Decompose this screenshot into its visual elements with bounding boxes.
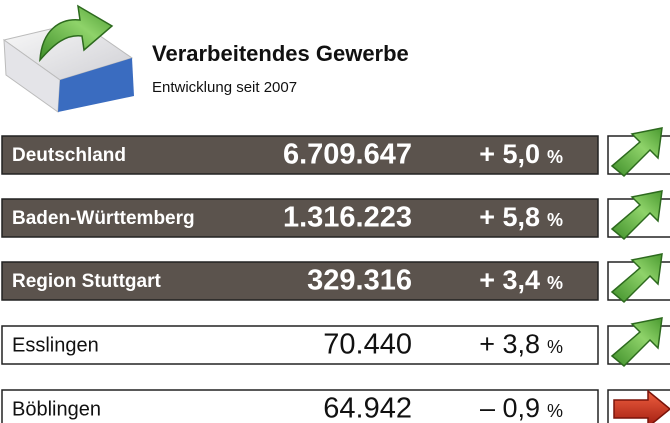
- row-unit: %: [547, 401, 563, 421]
- row-value: 70.440: [323, 329, 412, 361]
- row-unit: %: [547, 147, 563, 167]
- row-change: – 0,9: [480, 393, 540, 423]
- row-unit: %: [547, 210, 563, 230]
- table-row: Esslingen 70.440 + 3,8%: [1, 317, 670, 368]
- row-name: Esslingen: [12, 334, 99, 356]
- row-box: [1, 389, 599, 423]
- row-unit: %: [547, 273, 563, 293]
- row-change: + 3,4: [479, 265, 540, 295]
- row-value: 64.942: [323, 393, 412, 423]
- row-name: Region Stuttgart: [12, 271, 161, 292]
- arrow-up-icon: [610, 190, 663, 241]
- row-name: Baden-Württemberg: [12, 208, 195, 229]
- row-name: Böblingen: [12, 398, 101, 420]
- row-value: 1.316.223: [283, 202, 412, 234]
- row-change: + 3,8: [479, 329, 540, 359]
- row-unit: %: [547, 337, 563, 357]
- table-row: Baden-Württemberg 1.316.223 + 5,8%: [1, 190, 670, 241]
- row-box: [1, 135, 599, 175]
- table-row: Böblingen 64.942 – 0,9%: [1, 389, 670, 423]
- arrow-up-icon: [610, 253, 663, 304]
- row-box: [1, 198, 599, 238]
- row-value: 329.316: [307, 265, 412, 297]
- title: Verarbeitendes Gewerbe: [152, 41, 409, 66]
- logo-icon: [2, 4, 134, 113]
- arrow-up-icon: [610, 317, 663, 368]
- row-name: Deutschland: [12, 145, 126, 166]
- row-box: [1, 261, 599, 301]
- subtitle: Entwicklung seit 2007: [152, 79, 297, 96]
- row-box: [1, 325, 599, 365]
- row-change: + 5,0: [479, 139, 540, 169]
- table-row: Region Stuttgart 329.316 + 3,4%: [1, 253, 670, 304]
- row-change: + 5,8: [479, 202, 540, 232]
- arrow-right-icon: [613, 389, 670, 423]
- table-row: Deutschland 6.709.647 + 5,0%: [1, 127, 670, 178]
- arrow-up-icon: [610, 127, 663, 178]
- row-value: 6.709.647: [283, 139, 412, 171]
